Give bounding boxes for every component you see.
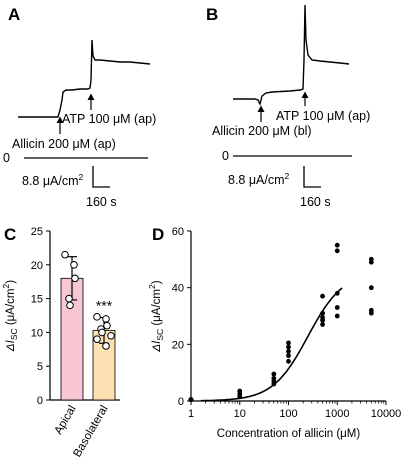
data-point: [65, 294, 73, 303]
arrowhead-atp-b: [301, 91, 309, 98]
data-point: [368, 307, 374, 313]
data-point: [334, 248, 340, 254]
data-point: [368, 285, 374, 291]
data-point: [70, 261, 78, 269]
significance-marker: ***: [96, 298, 113, 314]
scale-current-a: 8.8 μA/cm2: [22, 172, 84, 188]
scale-bar-a: [92, 166, 110, 188]
panel-label-a: A: [8, 5, 20, 24]
x-tick-label-d: 1000: [325, 408, 349, 420]
data-point: [93, 313, 101, 321]
data-point: [61, 250, 69, 259]
annotation-allicin-a: Allicin 200 μM (ap): [12, 137, 116, 151]
fit-curve: [200, 287, 343, 402]
x-tick-label-d: 10000: [371, 408, 402, 420]
trace-b: [233, 4, 350, 107]
data-point: [286, 353, 291, 359]
annotation-atp-a: ATP 100 μM (ap): [62, 112, 156, 126]
x-tick-label-d: 100: [279, 408, 297, 420]
scale-bar-b: [303, 166, 321, 188]
data-point: [271, 375, 277, 381]
annotation-allicin-b: Allicin 200 μM (bl): [212, 124, 312, 138]
zero-label-b: 0: [222, 149, 229, 163]
trace-a: [18, 39, 151, 118]
data-point: [188, 396, 194, 403]
annotation-atp-b: ATP 100 μM (ap): [276, 109, 370, 123]
data-point: [320, 310, 325, 316]
data-point: [93, 335, 101, 343]
panel-label-b: B: [206, 5, 218, 24]
x-tick-label-d: 1: [188, 408, 194, 420]
y-tick-label-c: 5: [37, 361, 43, 373]
y-tick-label-c: 10: [31, 327, 43, 339]
data-point: [286, 340, 291, 346]
data-point: [368, 256, 374, 262]
data-point: [334, 305, 340, 310]
data-point: [286, 344, 291, 350]
data-point: [334, 242, 340, 248]
data-point: [102, 342, 110, 350]
x-tick-label-c: Basolateral: [71, 404, 110, 460]
data-point: [320, 322, 325, 327]
x-tick-label-c: Apical: [53, 404, 79, 437]
data-point: [107, 331, 115, 340]
data-point: [286, 349, 291, 354]
y-tick-label-c: 25: [31, 226, 43, 238]
data-point: [103, 321, 111, 330]
data-point: [102, 315, 110, 323]
y-tick-label-d: 0: [178, 396, 184, 408]
chart-d: 0 20 40 60 1 10 100 1000 10000 Concentration of a…: [147, 226, 401, 440]
data-point: [71, 274, 79, 283]
panel-label-c: C: [4, 225, 16, 244]
y-tick-label-c: 15: [31, 294, 43, 306]
scale-time-b: 160 s: [300, 195, 331, 209]
y-tick-label-d: 40: [172, 283, 184, 295]
data-point: [320, 293, 325, 299]
arrowhead-allicin-b: [257, 105, 265, 112]
data-point: [334, 313, 340, 319]
data-point: [334, 290, 340, 296]
x-axis-label-d: Concentration of allicin (μM): [217, 428, 361, 440]
x-tick-label-d: 10: [234, 408, 246, 420]
y-axis-label-c: ΔISC (μA/cm2): [1, 280, 19, 352]
data-point: [286, 358, 291, 364]
data-point: [237, 388, 243, 394]
panel-label-d: D: [152, 225, 164, 244]
arrowhead-allicin-a: [56, 116, 64, 123]
y-tick-label-d: 60: [172, 226, 184, 238]
y-axis-label-d: ΔISC (μA/cm2): [147, 280, 165, 352]
data-point: [271, 371, 277, 377]
zero-label-a: 0: [3, 151, 10, 165]
arrowhead-atp-a: [87, 93, 95, 100]
y-tick-label-d: 20: [172, 339, 184, 351]
data-point: [98, 328, 106, 337]
y-tick-label-c: 20: [31, 260, 43, 272]
y-tick-label-c: 0: [37, 395, 43, 407]
data-point: [66, 301, 74, 310]
data-point: [320, 315, 325, 320]
scale-current-b: 8.8 μA/cm2: [228, 171, 290, 187]
scale-time-a: 160 s: [86, 195, 117, 209]
